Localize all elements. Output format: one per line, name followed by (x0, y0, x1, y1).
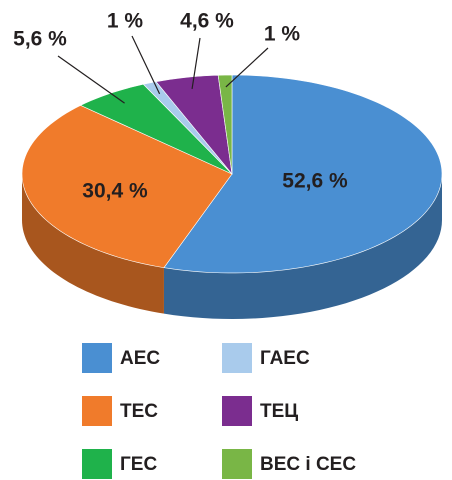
legend-swatch (82, 396, 112, 426)
legend-swatch (82, 449, 112, 479)
leader-line (131, 35, 161, 95)
legend-label: ТЕЦ (260, 401, 298, 422)
leader-line (191, 37, 201, 90)
legend-swatch (82, 343, 112, 373)
pie-slice (21, 105, 233, 268)
legend-label: АЕС (120, 348, 160, 369)
leader-line (225, 47, 269, 88)
legend-swatch (222, 449, 252, 479)
value-label: 1 % (264, 23, 301, 46)
value-label: 4,6 % (180, 10, 234, 33)
leader-line (57, 55, 125, 104)
pie-slice (217, 74, 233, 175)
legend-label: ВЕС і СЕС (260, 454, 356, 475)
value-label: 1 % (107, 10, 144, 33)
legend-label: ГАЕС (260, 348, 310, 369)
legend-label: ГЕС (120, 454, 157, 475)
pie-side (163, 174, 442, 319)
legend-swatch (222, 396, 252, 426)
value-label: 5,6 % (13, 28, 67, 51)
value-label: 52,6 % (282, 170, 348, 193)
value-label: 30,4 % (82, 180, 148, 203)
pie-side (22, 174, 164, 314)
legend-swatch (222, 343, 252, 373)
pie-slice (155, 74, 233, 176)
pie-slice (163, 74, 443, 274)
legend-label: ТЕС (120, 401, 158, 422)
